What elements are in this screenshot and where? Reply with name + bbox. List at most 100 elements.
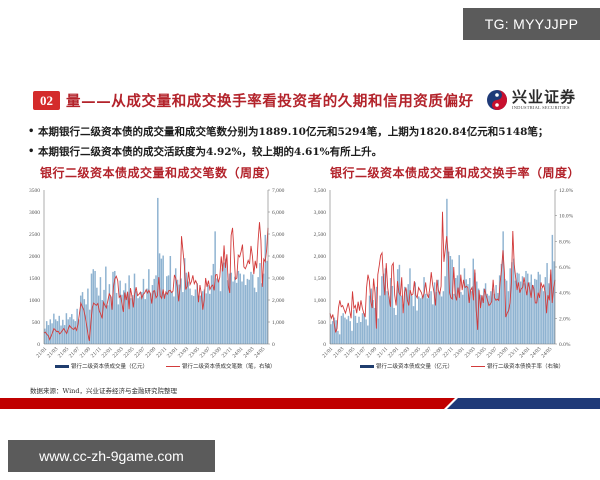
legend-bar-swatch-icon [360, 364, 374, 368]
svg-text:500: 500 [32, 320, 41, 326]
svg-text:12.0%: 12.0% [559, 188, 574, 194]
svg-text:21/05: 21/05 [343, 346, 356, 359]
svg-text:23/05: 23/05 [188, 346, 201, 359]
svg-text:23/07: 23/07 [199, 346, 212, 359]
svg-text:3000: 3000 [29, 210, 40, 216]
bullet-dot-icon: • [28, 125, 35, 137]
svg-text:3500: 3500 [29, 188, 40, 194]
chart-left-legend: 银行二级资本债成交量（亿元） 银行二级资本债成交笔数（笔，右轴） [55, 362, 276, 370]
svg-text:0: 0 [37, 342, 40, 348]
svg-text:24/03: 24/03 [242, 346, 255, 359]
svg-text:5,000: 5,000 [272, 232, 285, 238]
svg-text:21/03: 21/03 [332, 346, 345, 359]
svg-text:24/01: 24/01 [232, 346, 245, 359]
svg-text:0.0%: 0.0% [559, 342, 571, 348]
svg-text:22/01: 22/01 [387, 346, 400, 359]
svg-text:3,500: 3,500 [314, 188, 327, 194]
legend-line-swatch-icon [471, 365, 486, 367]
svg-text:22/09: 22/09 [431, 346, 444, 359]
svg-text:10.0%: 10.0% [559, 214, 574, 220]
svg-text:1500: 1500 [29, 276, 40, 282]
svg-text:21/05: 21/05 [57, 346, 70, 359]
svg-text:21/03: 21/03 [46, 346, 59, 359]
svg-text:21/07: 21/07 [354, 346, 367, 359]
svg-text:21/09: 21/09 [79, 346, 92, 359]
svg-text:22/01: 22/01 [101, 346, 114, 359]
svg-text:24/05: 24/05 [540, 346, 553, 359]
svg-text:0: 0 [272, 342, 275, 348]
watermark-top: TG: MYYJJPP [463, 8, 600, 40]
svg-text:21/07: 21/07 [68, 346, 81, 359]
svg-text:1000: 1000 [29, 298, 40, 304]
logo-name-en: INDUSTRIAL SECURITIES [512, 105, 570, 110]
svg-text:22/05: 22/05 [409, 346, 422, 359]
svg-text:22/07: 22/07 [133, 346, 146, 359]
bullet-item: • 本期银行二级资本债的成交量和成交笔数分别为1889.10亿元和5294笔，上… [28, 121, 588, 141]
svg-text:24/05: 24/05 [253, 346, 266, 359]
svg-text:500: 500 [318, 320, 327, 326]
svg-text:3,000: 3,000 [272, 276, 285, 282]
chart-right: 0 500 1,000 1,500 2,000 2,500 3,000 3,500 0.0% 2.… [314, 188, 574, 359]
svg-text:22/03: 22/03 [398, 346, 411, 359]
svg-text:2000: 2000 [29, 254, 40, 260]
svg-text:23/05: 23/05 [475, 346, 488, 359]
svg-text:24/01: 24/01 [518, 346, 531, 359]
svg-text:0: 0 [323, 342, 326, 348]
svg-text:2,500: 2,500 [314, 232, 327, 238]
footer-color-bar [0, 398, 600, 409]
bullet-dot-icon: • [28, 145, 35, 157]
slide-title-row: 02 量——从成交量和成交换手率看投资者的久期和信用资质偏好 [33, 88, 474, 112]
svg-text:2,000: 2,000 [272, 298, 285, 304]
chart-right-title: 银行二级资本债成交量和成交换手率（周度） [330, 166, 581, 180]
svg-text:21/11: 21/11 [90, 346, 103, 359]
logo-swirl-icon [487, 90, 507, 110]
svg-text:4,000: 4,000 [272, 254, 285, 260]
bullet-item: • 本期银行二级资本债的成交活跃度为4.92%，较上期的4.61%有所上升。 [28, 141, 588, 161]
svg-text:6.0%: 6.0% [559, 265, 571, 271]
logo-name-cn: 兴业证券 [512, 88, 577, 106]
svg-text:1,000: 1,000 [272, 320, 285, 326]
svg-text:23/11: 23/11 [221, 346, 234, 359]
bullet-text: 本期银行二级资本债的成交活跃度为4.92%，较上期的4.61%有所上升。 [38, 145, 383, 158]
legend-line-swatch-icon [166, 365, 181, 367]
svg-text:1,500: 1,500 [314, 276, 327, 282]
chart-right-legend: 银行二级资本债成交量（亿元） 银行二级资本债换手率（右轴） [360, 362, 564, 370]
slide-title: 量——从成交量和成交换手率看投资者的久期和信用资质偏好 [66, 92, 474, 110]
legend-label: 银行二级资本债换手率（右轴） [487, 364, 565, 370]
svg-text:23/07: 23/07 [486, 346, 499, 359]
company-logo: 兴业证券 INDUSTRIAL SECURITIES [486, 85, 590, 115]
legend-label: 银行二级资本债成交笔数（笔，右轴） [182, 364, 276, 370]
chart-left-title: 银行二级资本债成交量和成交笔数（周度） [40, 166, 278, 180]
svg-text:7,000: 7,000 [272, 188, 285, 194]
svg-text:23/03: 23/03 [464, 346, 477, 359]
legend-label: 银行二级资本债成交量（亿元） [376, 364, 454, 370]
data-source-note: 数据来源：Wind，兴业证券经济与金融研究院整理 [30, 387, 177, 395]
svg-text:22/05: 22/05 [123, 346, 136, 359]
bar-series [44, 197, 268, 344]
svg-text:1,000: 1,000 [314, 298, 327, 304]
svg-text:8.0%: 8.0% [559, 239, 571, 245]
svg-text:2500: 2500 [29, 232, 40, 238]
svg-text:22/07: 22/07 [420, 346, 433, 359]
svg-text:23/11: 23/11 [508, 346, 521, 359]
legend-bar-swatch-icon [55, 364, 69, 368]
svg-text:22/11: 22/11 [155, 346, 168, 359]
svg-text:4.0%: 4.0% [559, 291, 571, 297]
svg-text:22/11: 22/11 [442, 346, 455, 359]
svg-text:6,000: 6,000 [272, 210, 285, 216]
svg-text:23/03: 23/03 [177, 346, 190, 359]
svg-text:2,000: 2,000 [314, 254, 327, 260]
svg-text:23/09: 23/09 [497, 346, 510, 359]
svg-text:3,000: 3,000 [314, 210, 327, 216]
line-series [329, 211, 556, 333]
watermark-bottom: www.cc-zh-9game.com [8, 440, 215, 472]
svg-text:22/09: 22/09 [144, 346, 157, 359]
svg-text:23/01: 23/01 [453, 346, 466, 359]
chart-left: 0 500 1000 1500 2000 2500 3000 3500 0 1,000 2,000 3… [29, 188, 285, 359]
bullet-text: 本期银行二级资本债的成交量和成交笔数分别为1889.10亿元和5294笔，上期为… [38, 125, 549, 138]
summary-bullets: • 本期银行二级资本债的成交量和成交笔数分别为1889.10亿元和5294笔，上… [28, 121, 588, 161]
svg-text:21/09: 21/09 [365, 346, 378, 359]
svg-text:21/11: 21/11 [376, 346, 389, 359]
svg-text:23/01: 23/01 [166, 346, 179, 359]
line-series [43, 222, 269, 342]
